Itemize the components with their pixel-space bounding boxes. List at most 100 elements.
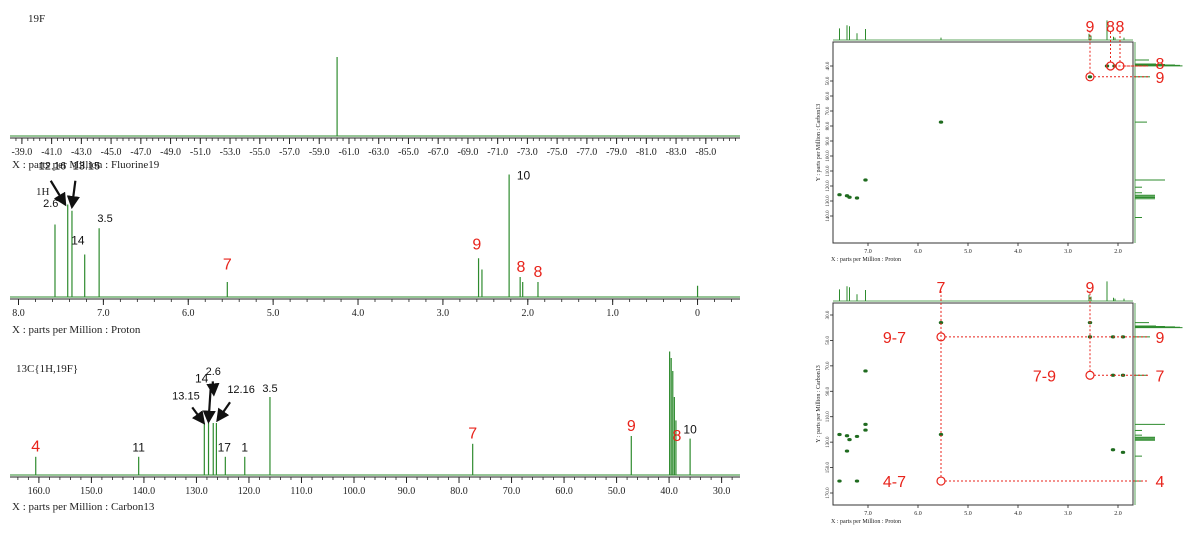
y-tick-label: 120.0 xyxy=(826,180,831,192)
x-tick-label: 110.0 xyxy=(290,486,312,497)
cross-peak xyxy=(938,120,944,124)
x-tick-label: 4.0 xyxy=(1014,249,1022,255)
x-tick-label: -79.0 xyxy=(606,147,627,158)
y-tick-label: 90.0 xyxy=(826,136,831,145)
annotation-arrow xyxy=(191,406,206,425)
spectrum-panel-2: 13C{1H,19F}160.0 150.0 140.0 130.0 120.0 110.… xyxy=(10,351,740,513)
peak-annotation: 8 xyxy=(534,264,543,281)
annotation-arrow xyxy=(216,401,231,423)
x-tick-label: -55.0 xyxy=(249,147,270,158)
spectrum-panel-1: 1H 8.0 7.0 6.0 5.0 4.0 3.0 2.0 1.0 0 X : parts per… xyxy=(10,161,740,336)
annotation-arrow xyxy=(206,381,220,397)
x-tick-label: 100.0 xyxy=(343,486,366,497)
cross-peak xyxy=(854,196,860,200)
y-tick-label: 140.0 xyxy=(826,210,831,222)
peak-annotation: 12.16 xyxy=(227,384,255,396)
y-tick-label: 70.0 xyxy=(826,106,831,115)
peak-annotation: 7 xyxy=(468,426,477,443)
peak-annotation: 12.16 xyxy=(39,161,67,173)
y-tick-label: 170.0 xyxy=(826,487,831,499)
x-tick-label: 130.0 xyxy=(185,486,208,497)
cross-peak xyxy=(1120,450,1126,454)
x-tick-label: -45.0 xyxy=(101,147,122,158)
x-axis-label: X : parts per Million : Proton xyxy=(12,324,141,336)
annotation-arrow xyxy=(66,180,80,210)
y-tick-label: 80.0 xyxy=(826,121,831,130)
x-tick-label: 50.0 xyxy=(608,486,626,497)
x-tick-label: -43.0 xyxy=(71,147,92,158)
cross-peak xyxy=(837,432,842,437)
2d-panel-4: 7.0 6.0 5.0 4.0 3.0 2.0 30.0 50.0 70.0 90.0 110.0 1… xyxy=(816,280,1183,525)
y-axis-label: Y : parts per Million : Carbon13 xyxy=(816,365,822,442)
y-tick-label: 130.0 xyxy=(826,436,831,448)
correlation-annotation: 9 xyxy=(1156,70,1165,87)
x-tick-label: 7.0 xyxy=(97,308,110,319)
correlation-annotation: 9-7 xyxy=(883,330,906,347)
x-tick-label: -59.0 xyxy=(309,147,330,158)
x-tick-label: -83.0 xyxy=(666,147,687,158)
plot-frame xyxy=(832,302,1134,506)
x-tick-label: 90.0 xyxy=(398,486,416,497)
x-tick-label: 5.0 xyxy=(267,308,280,319)
x-axis-label: X : parts per Million : Fluorine19 xyxy=(12,159,160,171)
x-tick-label: 4.0 xyxy=(1014,511,1022,517)
peak-annotation: 11 xyxy=(132,441,145,455)
correlation-circle xyxy=(1085,370,1095,380)
x-tick-label: 150.0 xyxy=(80,486,103,497)
peak-annotation: 13.15 xyxy=(172,391,200,403)
cross-peak xyxy=(938,321,944,325)
x-tick-label: 140.0 xyxy=(133,486,156,497)
peak-annotation: 9 xyxy=(627,418,636,435)
peak-annotation: 14 xyxy=(71,234,85,248)
x-tick-label: 160.0 xyxy=(28,486,51,497)
cross-peak xyxy=(854,434,860,439)
x-tick-label: -47.0 xyxy=(130,147,151,158)
y-tick-label: 60.0 xyxy=(826,91,831,100)
cross-peak xyxy=(938,432,944,437)
x-tick-label: 5.0 xyxy=(964,511,972,517)
2d-panel-3: 7.0 6.0 5.0 4.0 3.0 2.0 40.0 50.0 60.0 70.0 80.0 90… xyxy=(816,19,1183,263)
x-tick-label: 3.0 xyxy=(1064,249,1072,255)
x-tick-label: -77.0 xyxy=(576,147,597,158)
peak-annotation: 14 xyxy=(195,372,209,386)
x-tick-label: 6.0 xyxy=(182,308,195,319)
x-tick-label: -73.0 xyxy=(517,147,538,158)
cross-peak xyxy=(837,193,842,197)
x-axis-label: X : parts per Million : Proton xyxy=(831,257,901,263)
x-tick-label: -63.0 xyxy=(368,147,389,158)
correlation-annotation: 4-7 xyxy=(883,474,906,491)
x-tick-label: 2.0 xyxy=(522,308,535,319)
cross-peak xyxy=(844,449,850,453)
x-tick-label: 8.0 xyxy=(12,308,25,319)
y-tick-label: 110.0 xyxy=(826,411,831,423)
x-tick-label: 5.0 xyxy=(964,249,972,255)
x-tick-label: -71.0 xyxy=(487,147,508,158)
x-tick-label: 0 xyxy=(695,308,700,319)
x-tick-label: 1.0 xyxy=(606,308,619,319)
y-tick-label: 100.0 xyxy=(826,150,831,162)
y-axis-label: Y : parts per Million : Carbon13 xyxy=(816,104,822,181)
x-tick-label: -41.0 xyxy=(41,147,62,158)
cross-peak xyxy=(863,369,868,373)
peak-annotation: 1 xyxy=(241,441,248,455)
cross-peak xyxy=(1110,373,1116,377)
x-tick-label: -85.0 xyxy=(695,147,716,158)
nucleus-label: 13C{1H,19F} xyxy=(16,363,78,375)
x-tick-label: -49.0 xyxy=(160,147,181,158)
y-tick-label: 130.0 xyxy=(826,195,831,207)
peak-annotation: 9 xyxy=(472,237,481,254)
annotation-arrow xyxy=(49,180,67,207)
x-axis-label: X : parts per Million : Carbon13 xyxy=(12,501,155,513)
peak-annotation: 8 xyxy=(673,428,682,445)
y-tick-label: 150.0 xyxy=(826,461,831,473)
annotation-arrow xyxy=(202,389,216,424)
cross-peak xyxy=(863,428,868,432)
peak-annotation: 13.15 xyxy=(73,161,101,173)
spectrum-panel-0: 19F -39.0 -41.0 -43.0 -45.0 -47.0 -49.0 -51.0 -5… xyxy=(10,13,740,171)
correlation-annotation: 8 xyxy=(1156,56,1165,73)
cross-peak xyxy=(847,195,852,199)
peak-annotation: 4 xyxy=(31,439,40,456)
correlation-circle xyxy=(936,476,946,486)
x-tick-label: 30.0 xyxy=(713,486,731,497)
x-tick-label: 2.0 xyxy=(1114,249,1122,255)
